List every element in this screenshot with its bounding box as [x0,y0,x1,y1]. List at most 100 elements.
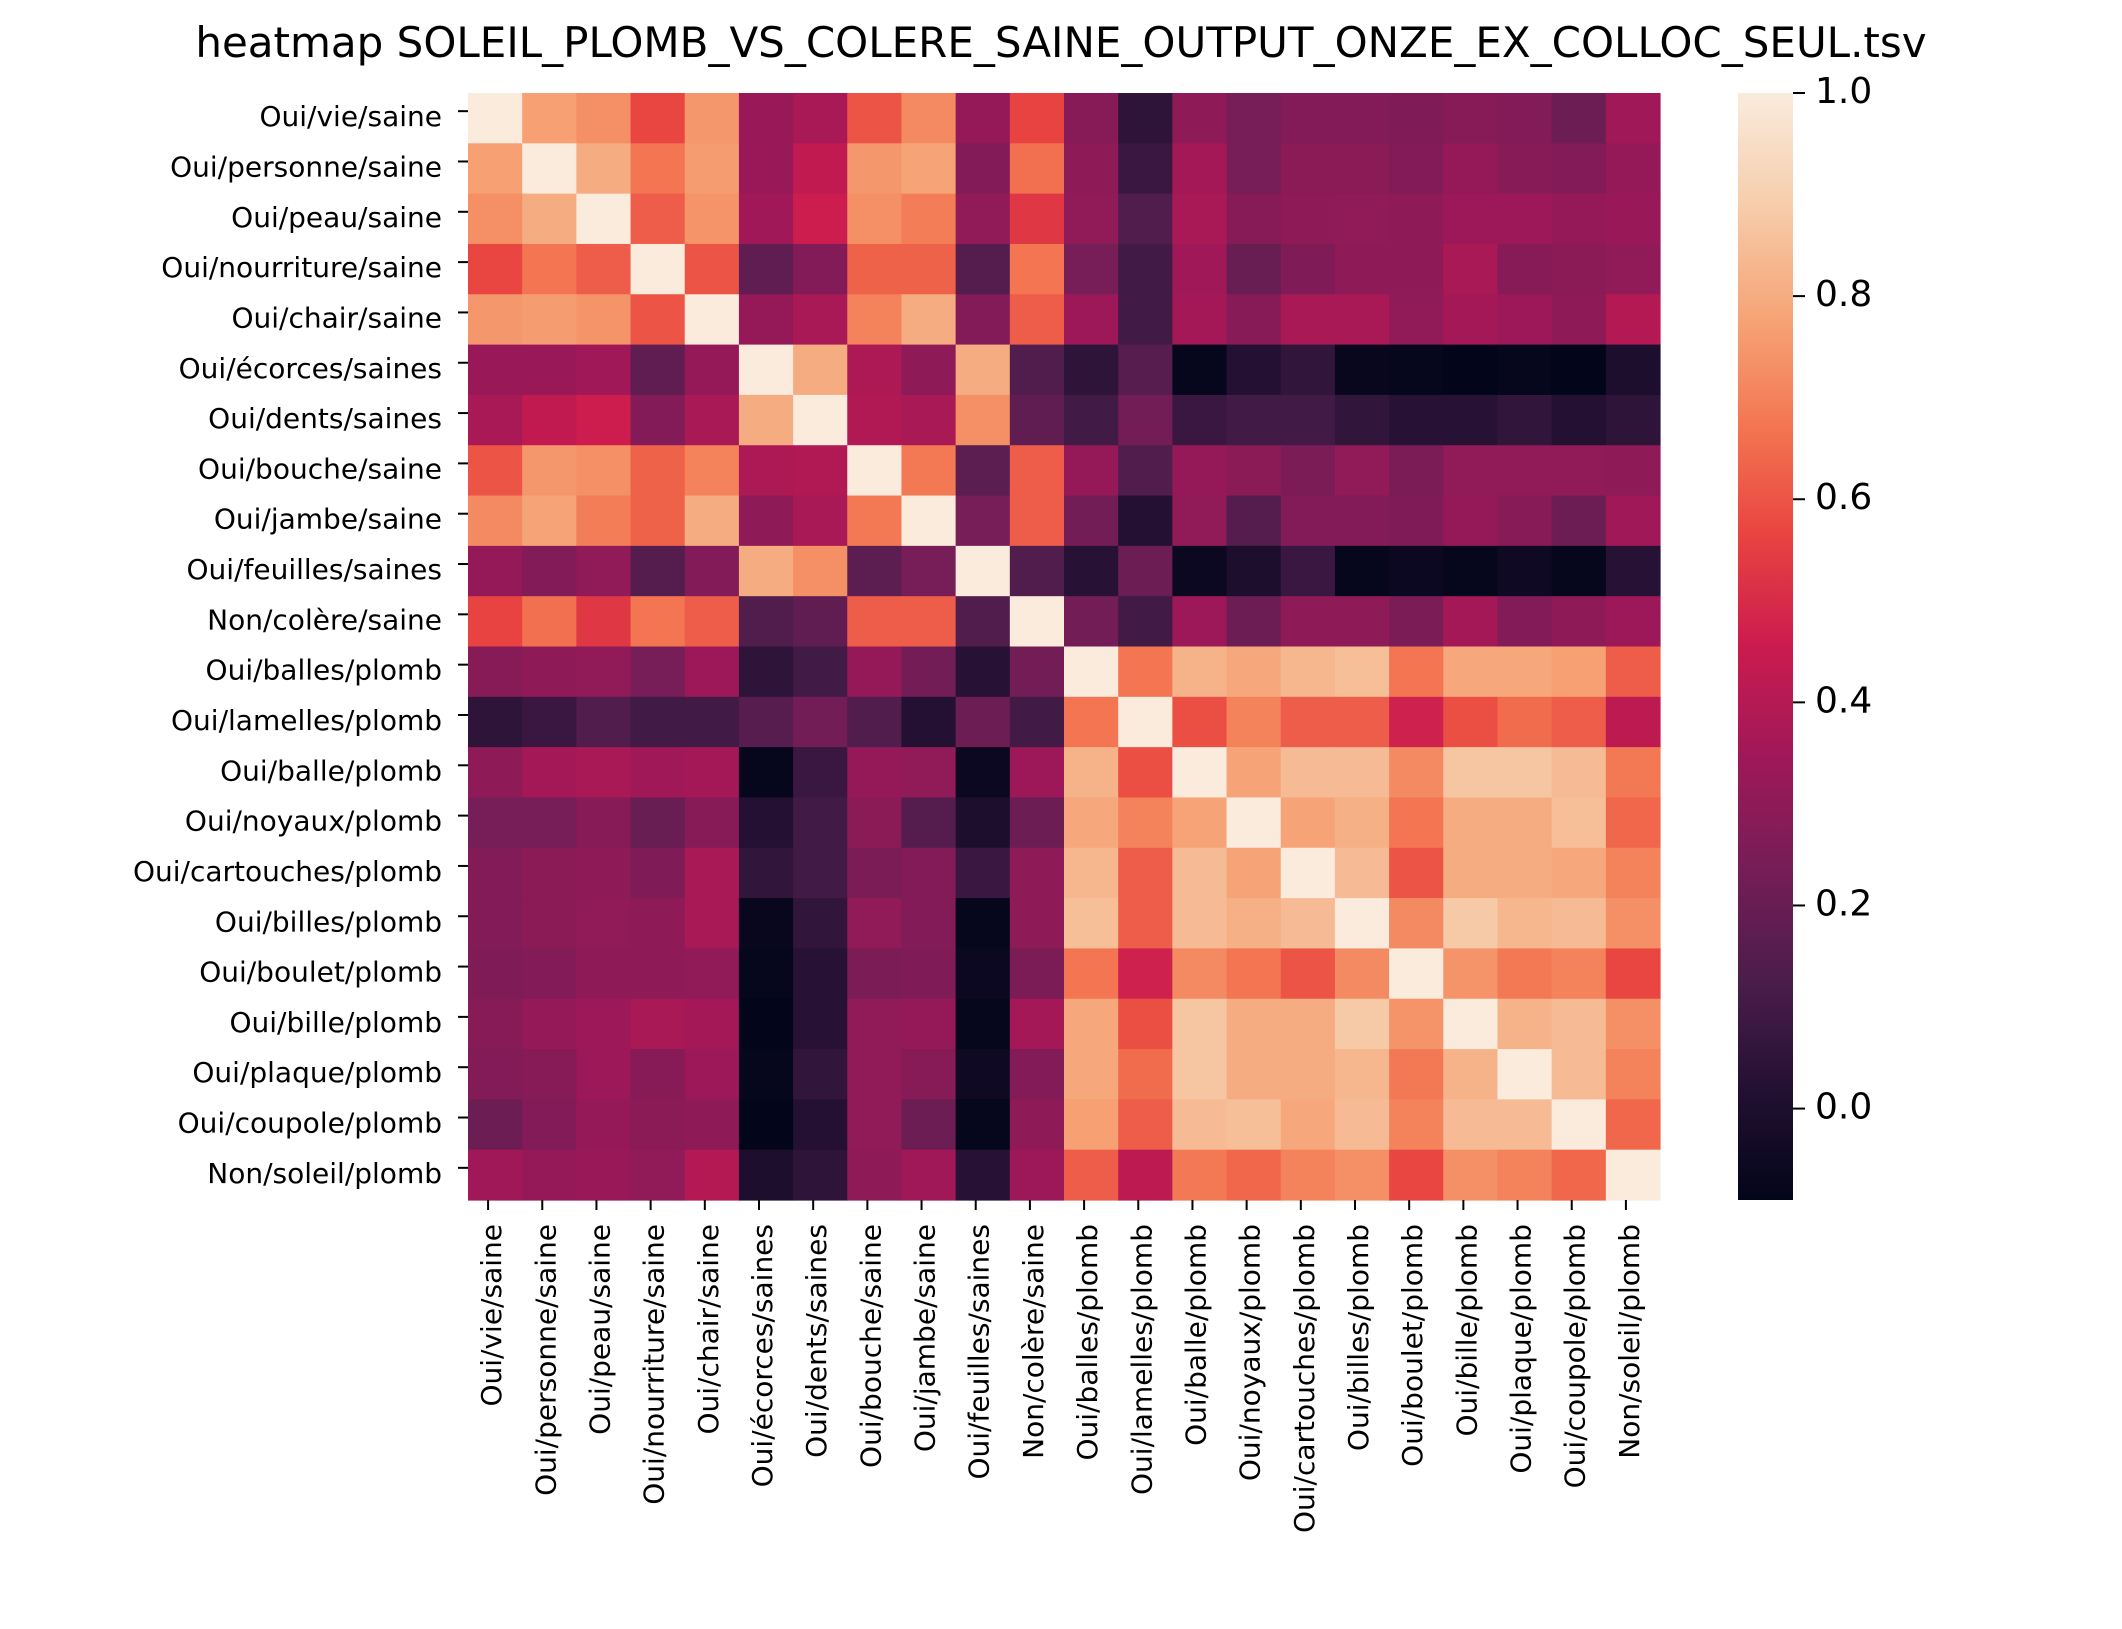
heatmap-cell [684,847,740,899]
y-tick-label: Oui/dents/saines [208,402,442,435]
heatmap-cell [738,998,794,1050]
heatmap-cell [1118,445,1173,497]
heatmap-cell [684,545,740,597]
heatmap-cell [1497,143,1553,195]
chart-title: heatmap SOLEIL_PLOMB_VS_COLERE_SAINE_OUT… [195,18,1927,67]
heatmap-cell [576,948,632,1000]
heatmap-cell [1389,143,1444,195]
x-tick-label: Oui/boulet/plomb [1396,1224,1429,1467]
heatmap-cell [1064,1049,1119,1100]
heatmap-cell [1443,143,1499,195]
heatmap-cell [1226,143,1282,195]
heatmap-cell [1334,445,1390,497]
heatmap-cell [1064,93,1119,144]
heatmap-cell [1551,847,1607,899]
heatmap-cell [630,243,686,295]
x-tick-label: Oui/coupole/plomb [1559,1224,1592,1488]
heatmap-cell [901,898,957,950]
y-tick-label: Oui/cartouches/plomb [133,855,442,888]
heatmap-cell [1118,545,1173,597]
heatmap-cell [1009,998,1065,1050]
heatmap-cell [738,696,794,748]
heatmap-cell [793,344,848,396]
heatmap-cell [1064,898,1119,950]
heatmap-cell [1443,294,1499,346]
heatmap-cell [630,1149,686,1201]
heatmap-cell [1443,394,1499,446]
heatmap-cell [468,898,523,950]
heatmap-cell [1226,646,1282,698]
heatmap-cell [630,948,686,1000]
heatmap-cell [1334,646,1390,698]
heatmap-cell [1118,797,1173,849]
heatmap-cell [1118,747,1173,799]
heatmap-cell [955,445,1011,497]
heatmap-cell [847,93,903,144]
heatmap-cell [1389,696,1444,748]
heatmap-cell [847,596,903,648]
heatmap-cell [847,394,903,446]
heatmap-cell [468,998,523,1050]
colorbar-tick-label: 1.0 [1815,71,1872,112]
heatmap-cell [738,294,794,346]
heatmap-cell [901,596,957,648]
heatmap-cell [1064,948,1119,1000]
y-tick-label: Oui/feuilles/saines [187,553,443,586]
heatmap-cell [1064,545,1119,597]
heatmap-cell [468,193,523,245]
heatmap-cell [1605,394,1661,446]
heatmap-cell [1064,344,1119,396]
heatmap-cell [847,495,903,547]
heatmap-cell [1389,1099,1444,1151]
heatmap-cell [1334,243,1390,295]
heatmap-cell [1118,898,1173,950]
heatmap-cell [1009,646,1065,698]
heatmap-cell [1497,847,1553,899]
heatmap-cell [1443,1049,1499,1100]
heatmap-cell [1497,193,1553,245]
heatmap-cell [1551,445,1607,497]
heatmap-cell [1226,495,1282,547]
heatmap-cell [1172,948,1228,1000]
heatmap-cell [576,1099,632,1151]
heatmap-cell [684,797,740,849]
heatmap-cell [1551,898,1607,950]
heatmap-cell [1334,93,1390,144]
heatmap-cell [847,847,903,899]
colorbar-gradient [1738,93,1793,1200]
heatmap-cell [1389,294,1444,346]
heatmap-cell [793,143,848,195]
heatmap-cell [468,1149,523,1201]
x-tick-label: Oui/personne/saine [529,1224,562,1496]
heatmap-cell [1226,445,1282,497]
heatmap-cell [1064,747,1119,799]
heatmap-cell [1497,898,1553,950]
heatmap-cell [1334,545,1390,597]
heatmap-cell [1280,1049,1336,1100]
heatmap-cell [738,1099,794,1151]
heatmap-cell [630,445,686,497]
heatmap-cell [1334,294,1390,346]
heatmap-cell [1334,998,1390,1050]
heatmap-cell [955,797,1011,849]
heatmap-cell [684,596,740,648]
heatmap-cell [901,445,957,497]
heatmap-cell [1389,847,1444,899]
heatmap-cell [793,445,848,497]
heatmap-cell [847,797,903,849]
heatmap-cell [1605,495,1661,547]
heatmap-cell [1172,193,1228,245]
heatmap-cell [1389,545,1444,597]
heatmap-cell [1334,696,1390,748]
heatmap-cell [630,394,686,446]
heatmap-cell [847,1049,903,1100]
heatmap-cell [1172,495,1228,547]
heatmap-cell [1226,344,1282,396]
heatmap-cell [1226,948,1282,1000]
heatmap-cell [522,1149,577,1201]
heatmap-cell [738,596,794,648]
heatmap-cell [738,948,794,1000]
heatmap-cell [1118,1099,1173,1151]
heatmap-cell [1280,495,1336,547]
heatmap-cell [1064,445,1119,497]
